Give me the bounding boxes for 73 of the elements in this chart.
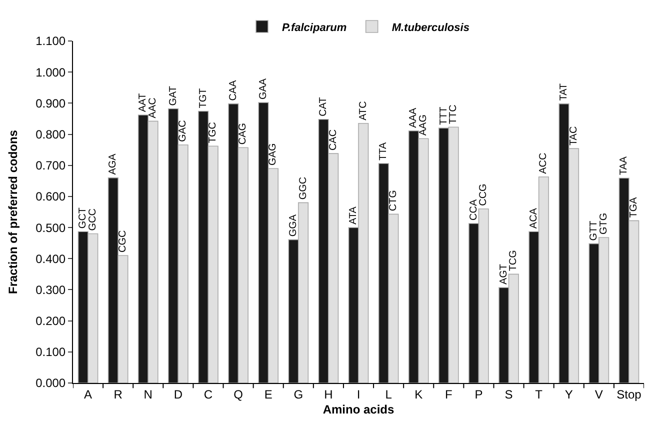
y-tick-label: 0.400 <box>36 252 66 266</box>
x-tick-label: E <box>264 387 272 402</box>
y-tick-label: 0.100 <box>36 345 66 360</box>
data-label: GTT <box>588 220 600 241</box>
y-axis-title: Fraction of preferred codons <box>6 130 20 294</box>
y-tick-label: 1.100 <box>36 34 66 48</box>
data-label: AAA <box>408 108 420 128</box>
data-label: GCC <box>87 208 98 231</box>
data-label: TTT <box>438 106 450 126</box>
y-tick-label: 0.500 <box>36 220 66 235</box>
x-tick-label: I <box>356 387 360 402</box>
data-label: ACC <box>538 152 550 174</box>
data-label: AGA <box>108 153 119 175</box>
data-label: TGT <box>198 88 209 108</box>
x-tick-label: A <box>84 387 92 402</box>
data-label: AGT <box>498 264 510 285</box>
y-tick-label: 0.700 <box>36 158 66 173</box>
data-label: TAT <box>558 83 570 101</box>
x-tick-label: V <box>594 387 603 402</box>
y-tick-label: 0.800 <box>36 127 66 142</box>
data-label: GAA <box>258 78 269 100</box>
data-label: CGC <box>117 230 128 253</box>
x-tick-label: D <box>174 387 183 402</box>
data-label: TTA <box>378 142 390 160</box>
data-label: TTC <box>448 104 460 124</box>
data-label: TAC <box>568 126 580 146</box>
data-label: TCG <box>508 250 520 272</box>
y-tick-label: 0.000 <box>36 376 66 390</box>
x-tick-label: K <box>414 387 423 402</box>
x-tick-label: G <box>294 387 304 402</box>
x-tick-label: S <box>504 387 513 402</box>
x-tick-label: R <box>114 387 123 402</box>
x-tick-label: T <box>535 387 544 402</box>
x-tick-label: H <box>324 387 333 402</box>
y-tick-label: 0.200 <box>36 314 66 328</box>
data-label: AAT <box>138 93 149 112</box>
data-label: TGA <box>628 196 640 218</box>
data-label: GTG <box>598 212 610 234</box>
x-tick-label: Q <box>234 387 243 402</box>
data-label: ATC <box>358 101 369 120</box>
data-label: GAT <box>168 86 179 106</box>
data-label: CCA <box>468 199 480 220</box>
data-label: TGC <box>208 122 219 144</box>
data-label: GAC <box>178 120 189 142</box>
x-tick-label: L <box>385 387 392 402</box>
legend-label: M.tuberculosis <box>392 22 470 34</box>
data-label: ATA <box>348 206 360 225</box>
data-label: ACA <box>528 208 540 229</box>
data-label: GGC <box>298 176 309 200</box>
x-axis-title: Amino acids <box>322 402 394 416</box>
data-label: CCG <box>478 183 490 206</box>
y-tick-label: 1.000 <box>36 65 66 80</box>
y-tick-label: 0.600 <box>36 190 66 204</box>
x-tick-label: Y <box>564 387 573 402</box>
data-label: CAT <box>318 97 330 116</box>
x-tick-label: N <box>144 387 152 402</box>
x-tick-label: F <box>444 387 452 402</box>
data-label: GGA <box>288 214 300 237</box>
data-label: CAG <box>238 122 249 145</box>
data-label: AAC <box>148 98 159 118</box>
data-label: TAA <box>618 156 630 176</box>
data-label: CAC <box>328 129 339 151</box>
data-label: AAG <box>418 114 429 136</box>
legend-label: P.falciparum <box>282 22 347 34</box>
x-tick-label: C <box>204 387 213 402</box>
x-tick-label: P <box>474 387 483 402</box>
data-label: GCT <box>78 207 89 229</box>
data-label: GAG <box>268 143 279 166</box>
data-label: CTG <box>388 190 399 212</box>
y-tick-label: 0.300 <box>36 282 66 297</box>
y-tick-label: 0.900 <box>36 96 66 110</box>
data-label: CAA <box>228 80 239 101</box>
x-tick-label: Stop <box>616 387 642 402</box>
